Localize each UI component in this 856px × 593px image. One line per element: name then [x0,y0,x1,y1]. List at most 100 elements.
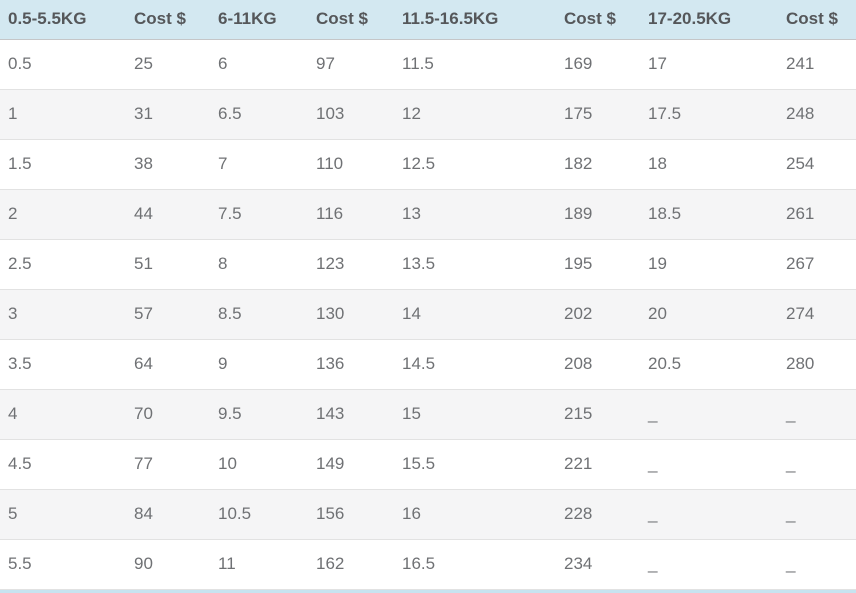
table-cell: 7.5 [218,204,242,223]
table-cell: 0.5 [8,54,32,73]
table-cell: _ [786,504,796,523]
table-cell: 13.5 [402,254,436,273]
table-cell: 97 [316,54,335,73]
table-cell: 254 [786,154,815,173]
table-cell: 5 [8,504,18,523]
table-cell: 267 [786,254,815,273]
table-cell: _ [786,554,796,574]
table-cell: 195 [564,254,593,273]
column-header: 11.5-16.5KG [394,0,556,40]
table-cell: 10 [218,454,237,473]
table-cell: 182 [564,154,593,173]
table-cell: 11 [218,554,236,574]
table-cell: 274 [786,304,815,323]
table-cell: 136 [316,354,345,373]
table-cell: 3 [8,304,18,323]
table-cell: 3.5 [8,354,32,373]
column-header: 0.5-5.5KG [0,0,126,40]
table-cell: 10.5 [218,504,252,523]
table-cell: 169 [564,54,593,73]
table-cell: 116 [316,204,344,223]
table-cell: 12 [402,104,421,123]
table-cell: 2 [8,204,18,223]
table-cell: 20.5 [648,354,682,373]
table-cell: _ [648,404,658,423]
table-body: 0.5 25 6 97 11.5 169 17 241 1 31 6.5 103 12 175 17.5 24… [0,39,856,589]
table-cell: 143 [316,404,345,423]
table-cell: 16 [402,504,421,523]
table-cell: 4 [8,404,18,423]
table-cell: 261 [786,204,815,223]
column-header: Cost $ [556,0,640,40]
table-cell: 5.5 [8,554,32,574]
table-cell: 8.5 [218,304,242,323]
table-cell: 1.5 [8,154,32,173]
table-cell: _ [786,404,796,423]
table-cell: 38 [134,154,153,173]
table-row: 1.5 38 7 110 12.5 182 18 254 [0,139,856,189]
table-cell: 6 [218,54,228,73]
table-cell: _ [648,554,658,574]
table-cell: 84 [134,504,153,523]
table-cell: 9 [218,354,228,373]
table-cell: 64 [134,354,153,373]
table-cell: 14.5 [402,354,436,373]
table-cell: 162 [316,554,345,574]
table-cell: 228 [564,504,593,523]
table-cell: 15 [402,404,421,423]
table-cell: 221 [564,454,593,473]
table-cell: 19 [648,254,667,273]
table-cell: 18.5 [648,204,682,223]
column-header: 6-11KG [210,0,308,40]
table-cell: 2.5 [8,254,32,273]
next-table-header-strip [0,589,856,593]
table-row: 1 31 6.5 103 12 175 17.5 248 [0,89,856,139]
table-cell: 16.5 [402,554,436,574]
table-header-row: 0.5-5.5KG Cost $6-11KG Cost $11.5-16.5KG Co… [0,0,856,40]
table-cell: 13 [402,204,421,223]
table-cell: 57 [134,304,153,323]
table-row: 2 44 7.5 116 13 189 18.5 261 [0,189,856,239]
column-header: 17-20.5KG [640,0,778,40]
table-cell: 12.5 [402,154,436,173]
table-cell: 51 [134,254,153,273]
table-cell: 189 [564,204,593,223]
table-cell: 175 [564,104,593,123]
table-cell: 248 [786,104,815,123]
table-row: 4 70 9.5 143 15 215 _ _ [0,389,856,439]
table-row: 2.5 51 8 123 13.5 195 19 267 [0,239,856,289]
table-cell: 4.5 [8,454,32,473]
table-cell: 215 [564,404,593,423]
table-row: 0.5 25 6 97 11.5 169 17 241 [0,39,856,89]
table-cell: 6.5 [218,104,242,123]
table-cell: 7 [218,154,228,173]
table-cell: 110 [316,154,344,173]
table-cell: 103 [316,104,345,123]
column-header: Cost $ [126,0,210,40]
table-row: 5 84 10.5 156 16 228 _ _ [0,489,856,539]
table-cell: 14 [402,304,421,323]
table-cell: 149 [316,454,345,473]
table-cell: 241 [786,54,815,73]
table-cell: 11.5 [402,54,434,73]
table-cell: 77 [134,454,153,473]
table-cell: 20 [648,304,667,323]
table-cell: 9.5 [218,404,242,423]
table-cell: 208 [564,354,593,373]
table-cell: 202 [564,304,593,323]
table-cell: 1 [8,104,18,123]
table-cell: 25 [134,54,153,73]
column-header: Cost $ [778,0,856,40]
table-cell: 18 [648,154,667,173]
table-cell: _ [648,454,658,473]
table-cell: 31 [134,104,153,123]
table-cell: 17 [648,54,667,73]
table-cell: 17.5 [648,104,682,123]
table-cell: 123 [316,254,345,273]
table-row: 4.5 77 10 149 15.5 221 _ _ [0,439,856,489]
table-cell: 90 [134,554,153,574]
table-cell: _ [786,454,796,473]
table-cell: 44 [134,204,153,223]
